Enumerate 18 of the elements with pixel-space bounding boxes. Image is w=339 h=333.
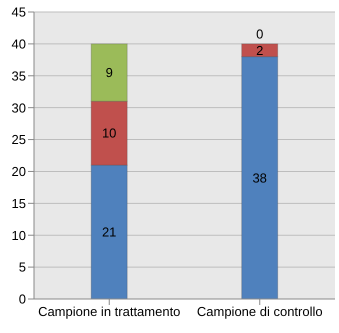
data-label: 2 bbox=[256, 42, 264, 58]
x-tick-label: Campione di controllo bbox=[196, 304, 323, 320]
data-label: 9 bbox=[106, 65, 113, 80]
data-label: 38 bbox=[252, 170, 267, 186]
y-tick-label: 25 bbox=[12, 132, 26, 148]
y-tick-label: 35 bbox=[12, 68, 26, 84]
y-tick-label: 10 bbox=[12, 228, 26, 243]
data-label: 21 bbox=[102, 224, 116, 240]
y-tick-label: 20 bbox=[12, 164, 26, 180]
y-tick-label: 40 bbox=[12, 36, 26, 52]
y-tick-label: 30 bbox=[12, 100, 26, 116]
y-tick-label: 0 bbox=[18, 292, 26, 307]
data-label: 10 bbox=[102, 126, 116, 141]
data-label: 0 bbox=[256, 26, 264, 42]
y-tick-label: 15 bbox=[12, 196, 26, 211]
x-tick-label: Campione in trattamento bbox=[38, 304, 180, 320]
y-tick-label: 45 bbox=[12, 4, 26, 20]
y-tick-label: 5 bbox=[18, 260, 26, 275]
